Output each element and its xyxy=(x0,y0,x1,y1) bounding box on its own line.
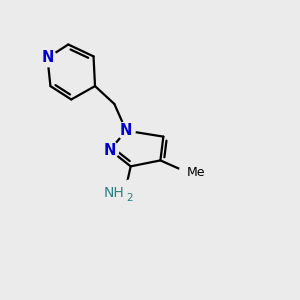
Text: N: N xyxy=(120,123,132,138)
Circle shape xyxy=(38,49,56,67)
Text: 2: 2 xyxy=(126,193,133,203)
Circle shape xyxy=(179,161,202,184)
Text: N: N xyxy=(104,142,116,158)
Text: N: N xyxy=(41,50,54,65)
Text: Me: Me xyxy=(187,166,206,179)
Circle shape xyxy=(101,141,119,159)
Text: NH: NH xyxy=(104,186,125,200)
Circle shape xyxy=(117,122,135,140)
Circle shape xyxy=(119,180,146,206)
